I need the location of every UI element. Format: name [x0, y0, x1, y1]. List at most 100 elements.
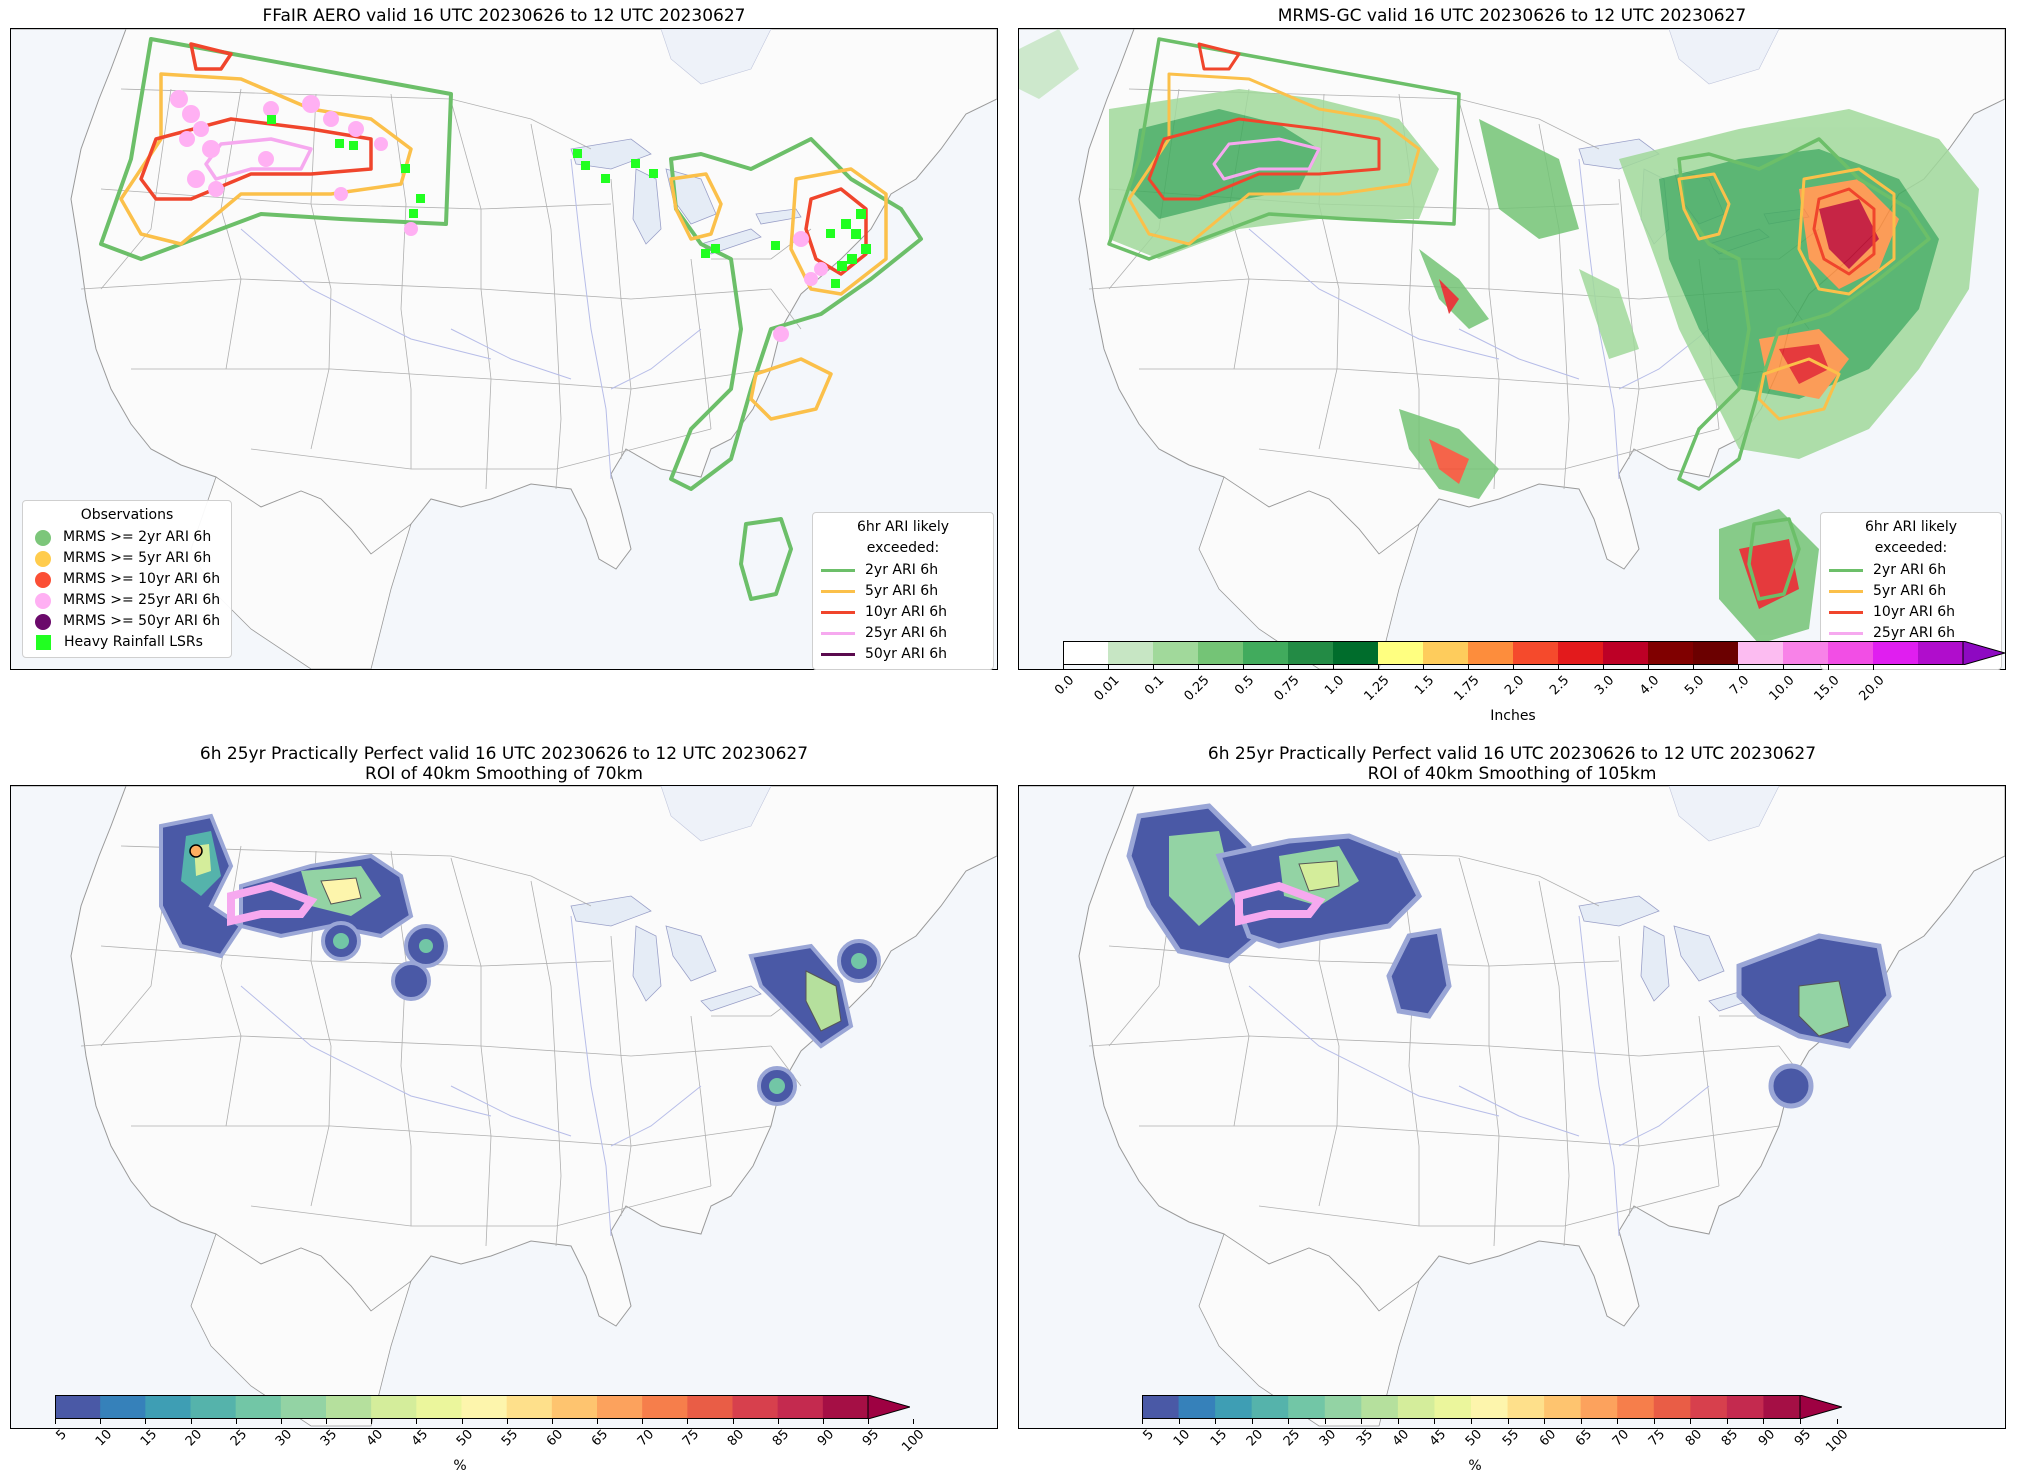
colorbar-tick [1783, 665, 1784, 670]
colorbar-tick-label: 55 [1499, 1427, 1523, 1450]
colorbar-tick-label: 1.0 [1322, 673, 1348, 699]
colorbar-tick-label: 75 [679, 1427, 702, 1450]
colorbar-tick-label: 3.0 [1592, 673, 1618, 699]
colorbar-tick [1243, 665, 1244, 670]
colorbar-segment [1361, 1395, 1399, 1419]
colorbar-segment [1544, 1395, 1582, 1419]
colorbar-tick [551, 1419, 553, 1424]
colorbar-tick [1251, 1419, 1253, 1424]
colorbar-segment [1251, 1395, 1289, 1419]
colorbar-segment [1153, 641, 1199, 665]
colorbar-tick-label: 35 [318, 1427, 341, 1450]
colorbar-tick [190, 1419, 192, 1424]
colorbar-segment [416, 1395, 462, 1419]
colorbar-extend-arrow [1962, 641, 2005, 665]
colorbar-tick-label: 70 [1609, 1427, 1632, 1450]
colorbar-tick [1142, 1419, 1143, 1424]
colorbar-segment [1397, 1395, 1435, 1419]
colorbar-segment [551, 1395, 598, 1419]
colorbar-segment [1471, 1395, 1509, 1419]
colorbar-tick-label: 0.75 [1271, 673, 1303, 705]
colorbar-segment [1873, 641, 1919, 665]
colorbar-segment [687, 1395, 733, 1419]
legend-item-mrms-2yr: MRMS >= 2yr ARI 6h [31, 527, 223, 548]
colorbar-segment [1333, 641, 1379, 665]
colorbar-tick-label: 35 [1353, 1427, 1376, 1450]
colorbar-tick [1738, 665, 1739, 670]
colorbar-segment [1513, 641, 1559, 665]
colorbar-segment [1617, 1395, 1655, 1419]
colorbar-tick-label: 95 [1792, 1427, 1815, 1450]
colorbar-segment [1580, 1395, 1618, 1419]
colorbar-tick-label: 80 [1682, 1427, 1705, 1450]
colorbar-tick [55, 1419, 56, 1424]
colorbar-tick-label: 25 [1280, 1427, 1303, 1450]
colorbar-segment [1243, 641, 1289, 665]
colorbar-tick-label: 65 [589, 1427, 612, 1450]
colorbar-segment [190, 1395, 237, 1419]
colorbar-tick [1726, 1419, 1728, 1424]
colorbar-segment [777, 1395, 824, 1419]
colorbar-tick [732, 1419, 734, 1424]
colorbar-tick-label: 1.75 [1451, 673, 1483, 705]
panel-title-pp105: 6h 25yr Practically Perfect valid 16 UTC… [1207, 744, 1817, 784]
colorbar-segment [1288, 1395, 1326, 1419]
colorbar-tick-label: 10 [92, 1427, 115, 1450]
colorbar-tick-label: 60 [1536, 1427, 1559, 1450]
colorbar-segment [1690, 1395, 1728, 1419]
colorbar-segment [1423, 641, 1469, 665]
panel-title-aero: FFaIR AERO valid 16 UTC 20230626 to 12 U… [262, 6, 746, 26]
colorbar-tick-label: 60 [544, 1427, 567, 1450]
colorbar-tick-label: 70 [634, 1427, 657, 1450]
colorbar-tick-label: 0.5 [1232, 673, 1258, 699]
colorbar-segment [461, 1395, 508, 1419]
colorbar-tick-label: 55 [498, 1427, 522, 1450]
colorbar-segment [506, 1395, 553, 1419]
colorbar-tick [1471, 1419, 1472, 1424]
colorbar-segment [1726, 1395, 1764, 1419]
pp105-map [1018, 785, 2006, 1429]
colorbar-segment [1507, 1395, 1545, 1419]
colorbar-tick-label: 30 [273, 1427, 296, 1450]
colorbar-segment [1468, 641, 1514, 665]
colorbar-tick [1648, 665, 1649, 670]
colorbar-tick [235, 1419, 237, 1424]
colorbar-tick-label: 5 [53, 1427, 70, 1444]
colorbar-tick [1178, 1419, 1180, 1424]
colorbar-tick-label: 45 [408, 1427, 431, 1450]
colorbar-segment [1918, 641, 1964, 665]
colorbar-tick [1763, 1419, 1765, 1424]
colorbar-tick [1800, 1419, 1801, 1424]
colorbar-tick-label: 2.5 [1547, 673, 1573, 699]
colorbar-tick [1361, 1419, 1363, 1424]
colorbar-tick [1108, 665, 1109, 670]
colorbar-tick-label: 100 [899, 1427, 928, 1456]
colorbar-tick-label: 10 [1170, 1427, 1194, 1450]
colorbar-segment [100, 1395, 146, 1419]
prob-colorbar-right-label: % [1468, 1458, 1482, 1474]
colorbar-tick-label: 95 [860, 1427, 883, 1450]
colorbar-tick-label: 15 [1207, 1427, 1230, 1450]
colorbar-segment [1142, 1395, 1180, 1419]
colorbar-tick-label: 80 [724, 1427, 748, 1450]
colorbar-tick [1324, 1419, 1326, 1424]
colorbar-segment [732, 1395, 779, 1419]
colorbar-extend-arrow [1799, 1395, 1842, 1419]
colorbar-tick-label: 15 [137, 1427, 160, 1450]
colorbar-tick [1215, 1419, 1217, 1424]
pp70-map [10, 785, 998, 1429]
colorbar-segment [1378, 641, 1424, 665]
colorbar-tick-label: 7.0 [1727, 673, 1753, 699]
colorbar-tick-label: 65 [1572, 1427, 1596, 1450]
colorbar-tick [1603, 665, 1604, 670]
colorbar-tick [1507, 1419, 1509, 1424]
colorbar-tick [1288, 665, 1289, 670]
colorbar-segment [326, 1395, 372, 1419]
colorbar-segment [597, 1395, 643, 1419]
colorbar-segment [55, 1395, 101, 1419]
colorbar-tick [371, 1419, 373, 1424]
colorbar-tick-label: 50 [1463, 1427, 1486, 1450]
colorbar-segment [1558, 641, 1604, 665]
colorbar-tick [1693, 665, 1694, 670]
panel-title-mrms: MRMS-GC valid 16 UTC 20230626 to 12 UTC … [1277, 6, 1747, 26]
